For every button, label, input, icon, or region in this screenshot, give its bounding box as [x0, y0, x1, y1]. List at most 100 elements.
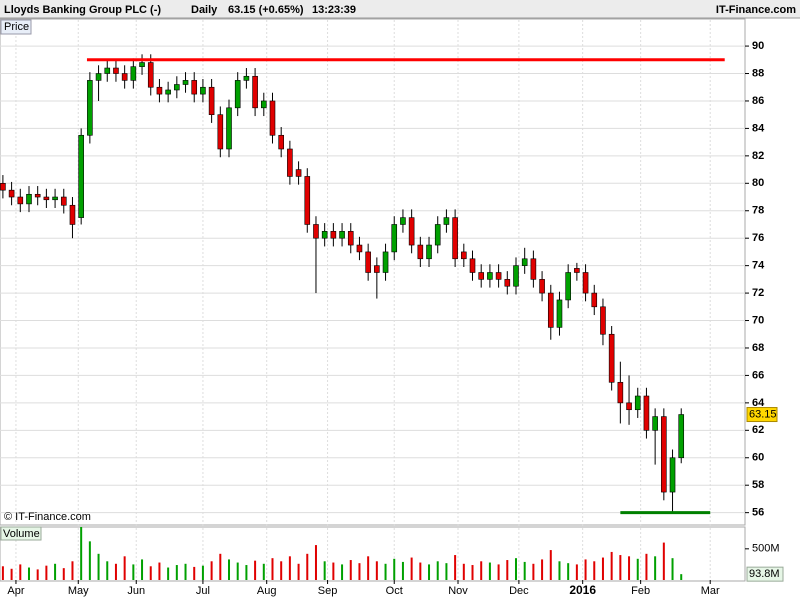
y-tick-label: 80 — [752, 177, 764, 189]
y-tick-label: 82 — [752, 150, 764, 162]
x-tick-label: May — [68, 585, 89, 597]
volume-bar — [27, 567, 30, 580]
y-tick-label: 76 — [752, 232, 764, 244]
candle-body — [43, 196, 50, 201]
candle-body — [452, 217, 458, 260]
volume-bar — [97, 553, 100, 580]
volume-bar — [471, 565, 474, 580]
header-bar — [0, 0, 800, 18]
candle-body — [121, 73, 128, 81]
candle-body — [147, 62, 154, 88]
candle-body — [52, 196, 58, 201]
volume-bar — [367, 556, 370, 580]
x-tick-label: Nov — [448, 585, 468, 597]
volume-bar — [349, 560, 352, 580]
volume-bar — [428, 564, 431, 580]
volume-bar — [132, 564, 135, 580]
candle-body — [339, 231, 345, 239]
x-tick-label: Mar — [701, 585, 720, 597]
x-tick-label: Jul — [196, 585, 210, 597]
volume-bar — [619, 555, 622, 580]
volume-bar — [114, 563, 117, 580]
volume-bar — [410, 557, 413, 580]
volume-bar — [680, 574, 683, 580]
y-tick-label: 56 — [752, 507, 764, 519]
v-tick-label: 500M — [752, 543, 780, 555]
volume-bar — [601, 557, 604, 580]
volume-bar — [106, 561, 109, 580]
y-tick-label: 68 — [752, 342, 764, 354]
candle-body — [391, 224, 398, 253]
volume-bar — [167, 567, 170, 580]
volume-bar — [141, 559, 144, 580]
candle-body — [356, 244, 363, 253]
candle-body — [408, 217, 415, 246]
volume-bar — [575, 564, 578, 580]
candle-body — [113, 67, 119, 74]
candle-body — [530, 258, 537, 280]
volume-bar — [158, 562, 161, 580]
y-tick-label: 64 — [752, 397, 765, 409]
x-tick-label: Aug — [257, 585, 277, 597]
candle-body — [234, 80, 241, 109]
volume-bar — [280, 561, 283, 580]
volume-bar — [532, 563, 535, 580]
candle-body — [87, 80, 93, 136]
volume-bar — [201, 565, 204, 580]
y-tick-label: 84 — [752, 122, 765, 134]
volume-bar — [488, 562, 491, 580]
candle-body — [69, 204, 76, 225]
price-label: Price — [4, 21, 29, 33]
volume-bar — [271, 558, 274, 580]
volume-bar — [549, 550, 552, 580]
candle-body — [78, 134, 84, 218]
candle-body — [95, 73, 102, 81]
volume-bar — [314, 545, 317, 580]
volume-bar — [445, 563, 448, 580]
volume-bar — [584, 559, 587, 580]
volume-bar — [149, 566, 152, 580]
candle-body — [295, 169, 302, 177]
volume-bar — [10, 568, 13, 580]
candle-body — [574, 268, 580, 273]
candle-body — [287, 148, 293, 177]
candle-body — [652, 416, 658, 431]
y-tick-label: 58 — [752, 479, 764, 491]
volume-bar — [288, 556, 291, 580]
candle-body — [0, 183, 6, 191]
candle-body — [130, 66, 137, 81]
header-site: IT-Finance.com — [716, 4, 796, 16]
volume-bar — [262, 563, 265, 580]
y-tick-label: 60 — [752, 452, 764, 464]
volume-bar — [19, 564, 22, 580]
candle-body — [661, 416, 667, 493]
volume-bar — [480, 561, 483, 580]
volume-bar — [462, 563, 465, 580]
candle-body — [182, 80, 189, 85]
candle-body — [504, 279, 511, 287]
volume-bar — [297, 563, 300, 580]
volume-bar — [80, 527, 83, 580]
candle-body — [426, 244, 432, 260]
volume-bar — [419, 562, 422, 580]
candle-body — [521, 258, 528, 266]
y-tick-label: 72 — [752, 287, 764, 299]
x-tick-label: Jun — [127, 585, 145, 597]
candle-body — [60, 196, 67, 206]
candle-body — [174, 84, 180, 91]
volume-bar — [54, 563, 57, 580]
x-tick-label: Dec — [509, 585, 529, 597]
candle-body — [26, 193, 32, 205]
candle-body — [330, 231, 337, 239]
candle-body — [600, 306, 606, 335]
volume-bar — [671, 558, 674, 580]
candle-body — [347, 231, 354, 246]
candle-body — [104, 67, 111, 74]
volume-tag — [0, 526, 42, 541]
last-price-label: 63.15 — [749, 408, 777, 420]
candle-body — [252, 75, 258, 109]
header-period: Daily — [191, 4, 218, 16]
candle-body — [634, 395, 641, 411]
candle-body — [617, 381, 624, 404]
volume-bar — [62, 568, 65, 580]
